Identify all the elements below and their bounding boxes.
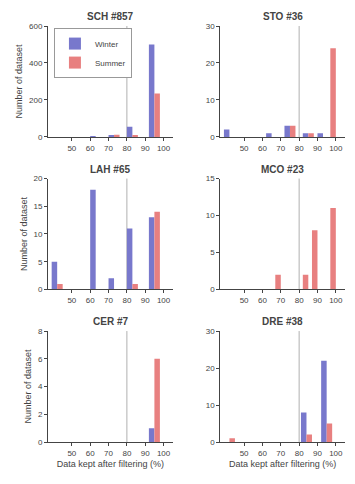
svg-text:Summer: Summer — [95, 59, 126, 68]
svg-text:5: 5 — [38, 258, 43, 267]
svg-text:90: 90 — [141, 449, 150, 458]
svg-text:10: 10 — [206, 211, 215, 220]
svg-text:0: 0 — [210, 285, 215, 294]
svg-text:0: 0 — [38, 285, 43, 294]
svg-text:80: 80 — [122, 296, 131, 305]
svg-text:90: 90 — [313, 296, 322, 305]
svg-text:90: 90 — [141, 296, 150, 305]
svg-text:100: 100 — [329, 296, 343, 305]
svg-text:200: 200 — [29, 96, 43, 105]
svg-text:50: 50 — [67, 144, 76, 153]
svg-text:Number of dataset: Number of dataset — [19, 196, 29, 271]
svg-text:90: 90 — [141, 144, 150, 153]
svg-text:0: 0 — [38, 438, 43, 447]
svg-text:70: 70 — [104, 144, 113, 153]
svg-text:8: 8 — [38, 327, 43, 336]
svg-text:80: 80 — [122, 144, 131, 153]
svg-text:20: 20 — [206, 59, 215, 68]
svg-text:90: 90 — [313, 144, 322, 153]
svg-text:70: 70 — [276, 144, 285, 153]
svg-text:60: 60 — [86, 449, 95, 458]
svg-text:70: 70 — [104, 296, 113, 305]
svg-text:50: 50 — [240, 144, 249, 153]
svg-text:50: 50 — [240, 449, 249, 458]
svg-text:STO #36: STO #36 — [263, 11, 303, 22]
svg-text:30: 30 — [206, 22, 215, 31]
svg-text:4: 4 — [38, 382, 43, 391]
svg-text:80: 80 — [122, 449, 131, 458]
svg-text:100: 100 — [329, 144, 343, 153]
svg-text:0: 0 — [210, 438, 215, 447]
svg-text:60: 60 — [86, 296, 95, 305]
svg-text:60: 60 — [86, 144, 95, 153]
svg-text:Number of dataset: Number of dataset — [23, 349, 33, 424]
svg-text:Number of dataset: Number of dataset — [14, 44, 24, 119]
svg-text:Winter: Winter — [95, 40, 118, 49]
svg-text:Data kept after filtering (%): Data kept after filtering (%) — [229, 459, 336, 469]
svg-text:400: 400 — [29, 59, 43, 68]
svg-text:100: 100 — [329, 449, 343, 458]
svg-text:10: 10 — [206, 96, 215, 105]
svg-text:100: 100 — [157, 296, 171, 305]
svg-text:80: 80 — [295, 449, 304, 458]
svg-text:2: 2 — [38, 410, 43, 419]
svg-text:60: 60 — [258, 144, 267, 153]
svg-text:100: 100 — [157, 449, 171, 458]
svg-text:10: 10 — [206, 401, 215, 410]
svg-text:LAH #65: LAH #65 — [90, 164, 130, 175]
svg-text:30: 30 — [206, 327, 215, 336]
svg-text:600: 600 — [29, 22, 43, 31]
svg-text:60: 60 — [258, 296, 267, 305]
svg-text:DRE #38: DRE #38 — [262, 316, 303, 327]
svg-text:0: 0 — [38, 133, 43, 142]
svg-text:50: 50 — [67, 296, 76, 305]
svg-text:10: 10 — [33, 230, 42, 239]
svg-text:SCH #857: SCH #857 — [87, 11, 134, 22]
svg-text:50: 50 — [67, 449, 76, 458]
svg-text:CER #7: CER #7 — [93, 316, 128, 327]
svg-text:50: 50 — [240, 296, 249, 305]
svg-text:0: 0 — [210, 133, 215, 142]
svg-text:70: 70 — [104, 449, 113, 458]
svg-text:20: 20 — [33, 174, 42, 183]
svg-text:70: 70 — [276, 449, 285, 458]
svg-text:100: 100 — [157, 144, 171, 153]
svg-text:70: 70 — [276, 296, 285, 305]
svg-text:15: 15 — [33, 202, 42, 211]
svg-text:60: 60 — [258, 449, 267, 458]
svg-text:6: 6 — [38, 355, 43, 364]
svg-text:MCO #23: MCO #23 — [261, 164, 304, 175]
svg-text:90: 90 — [313, 449, 322, 458]
svg-text:80: 80 — [295, 296, 304, 305]
svg-text:20: 20 — [206, 364, 215, 373]
svg-text:15: 15 — [206, 174, 215, 183]
svg-text:80: 80 — [295, 144, 304, 153]
svg-text:Data kept after filtering (%): Data kept after filtering (%) — [57, 459, 164, 469]
svg-text:5: 5 — [210, 248, 215, 257]
